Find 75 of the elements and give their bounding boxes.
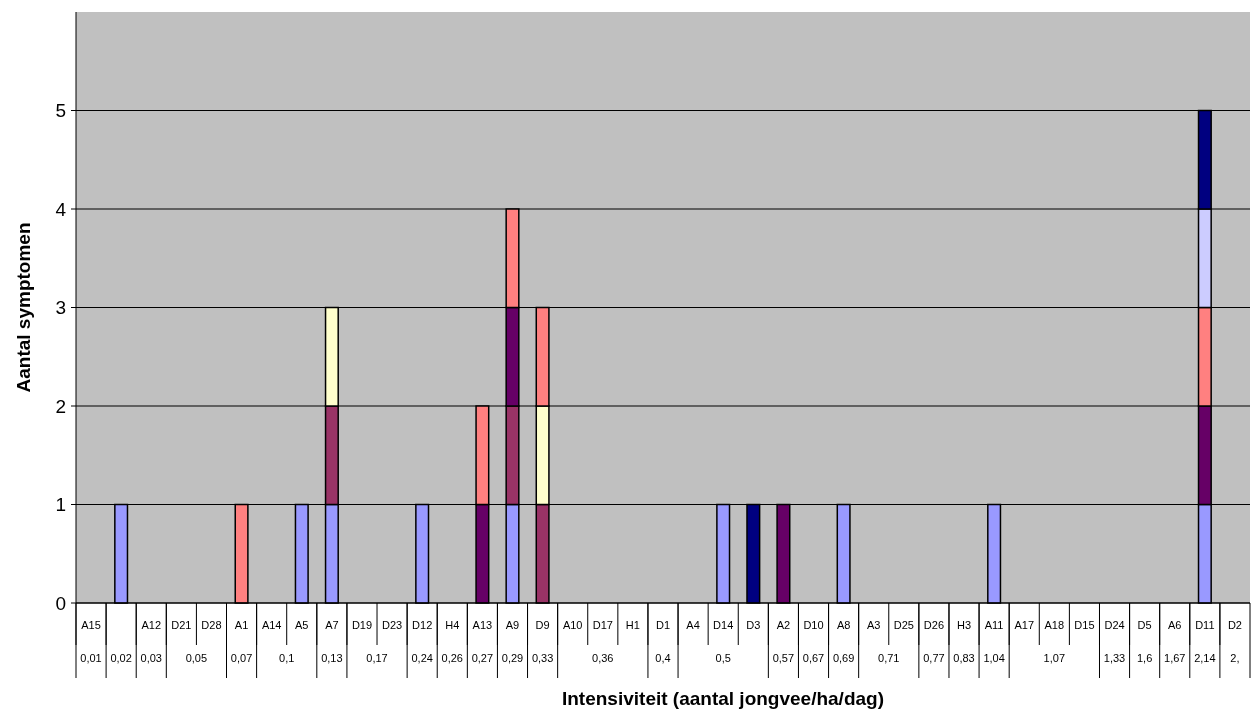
x-tick-label: D9 [535,618,550,631]
x-tick-label: A2 [776,618,791,631]
x-tick-label: A9 [505,618,520,631]
text: 0,83 [953,651,975,664]
y-axis-title: Aantal symptomen [13,222,34,393]
y-tick-label: 3 [55,297,66,319]
x-tick-label: D2 [1227,618,1242,631]
x-tick-label: A8 [836,618,851,631]
y-tick-label: 5 [55,100,66,122]
x-tick-label: D10 [803,618,824,631]
text: 0,05 [185,651,208,664]
text: 0,57 [772,651,795,664]
x-tick-label: A12 [141,618,162,631]
x-tick-label: A10 [562,618,583,631]
x-tick-label: A18 [1044,618,1065,631]
text: 1,07 [1043,651,1066,664]
text: 0,29 [501,651,524,664]
x-tick-label: A11 [984,618,1004,631]
x-tick-label: D11 [1195,618,1215,631]
text: 0,02 [110,651,132,664]
text: 0,69 [832,651,855,664]
x-tick-label: A13 [472,618,493,631]
x-tick-label: A7 [325,618,339,631]
x-tick-label: D1 [655,618,671,631]
text: 1,33 [1103,651,1126,664]
x-tick-label: A1 [234,618,249,631]
x-tick-label: H1 [625,618,640,631]
x-tick-label: D15 [1074,618,1095,631]
x-tick-label: A17 [1014,618,1035,631]
x-axis-title: Intensiviteit (aantal jongvee/ha/dag) [561,688,885,709]
text: 0,27 [471,651,494,664]
text: 0,33 [531,651,554,664]
text: 0,17 [366,651,388,664]
x-tick-label: A5 [295,618,309,631]
text: 0,77 [923,651,945,664]
x-tick-label: D19 [351,618,373,631]
x-tick-label: D14 [713,618,734,631]
x-tick-label: D3 [746,618,761,631]
x-tick-label: A15 [81,618,101,631]
text: 0,24 [411,651,433,664]
x-tick-label: D17 [592,618,613,631]
text: 1,04 [983,651,1005,664]
x-tick-label: D26 [923,618,945,631]
x-tick-label: D21 [171,618,192,631]
x-tick-label: D12 [412,618,433,631]
x-tick-label: A3 [866,618,881,631]
text: 0,26 [441,651,463,664]
x-tick-label: H4 [445,618,460,631]
x-tick-label: D24 [1104,618,1125,631]
x-tick-label: D5 [1137,618,1152,631]
text: 0,07 [230,651,253,664]
x-tick-label: D28 [201,618,222,631]
text: 0,4 [655,651,671,664]
x-tick-label: H3 [956,618,972,631]
y-tick-label: 2 [55,395,66,417]
x-tick-label: A6 [1168,618,1182,631]
text: 0,67 [802,651,825,664]
text: 1,6 [1136,651,1153,664]
y-tick-label: 1 [55,494,66,516]
x-tick-label: A4 [686,618,700,631]
text: 0,1 [279,651,295,664]
text: 2,14 [1194,651,1216,664]
text: 1,67 [1164,651,1186,664]
y-tick-label: 0 [55,592,66,614]
text: 0,13 [321,651,343,664]
x-tick-label: D23 [381,618,403,631]
text: 2, [1230,651,1240,664]
text: 0,03 [140,651,162,664]
text: 0,5 [715,651,731,664]
x-tick-label: D25 [893,618,914,631]
x-tick-label: A14 [261,618,282,631]
text: 0,36 [592,651,614,664]
text: 0,01 [80,651,102,664]
text: 0,71 [878,651,900,664]
y-tick-label: 4 [55,198,67,220]
